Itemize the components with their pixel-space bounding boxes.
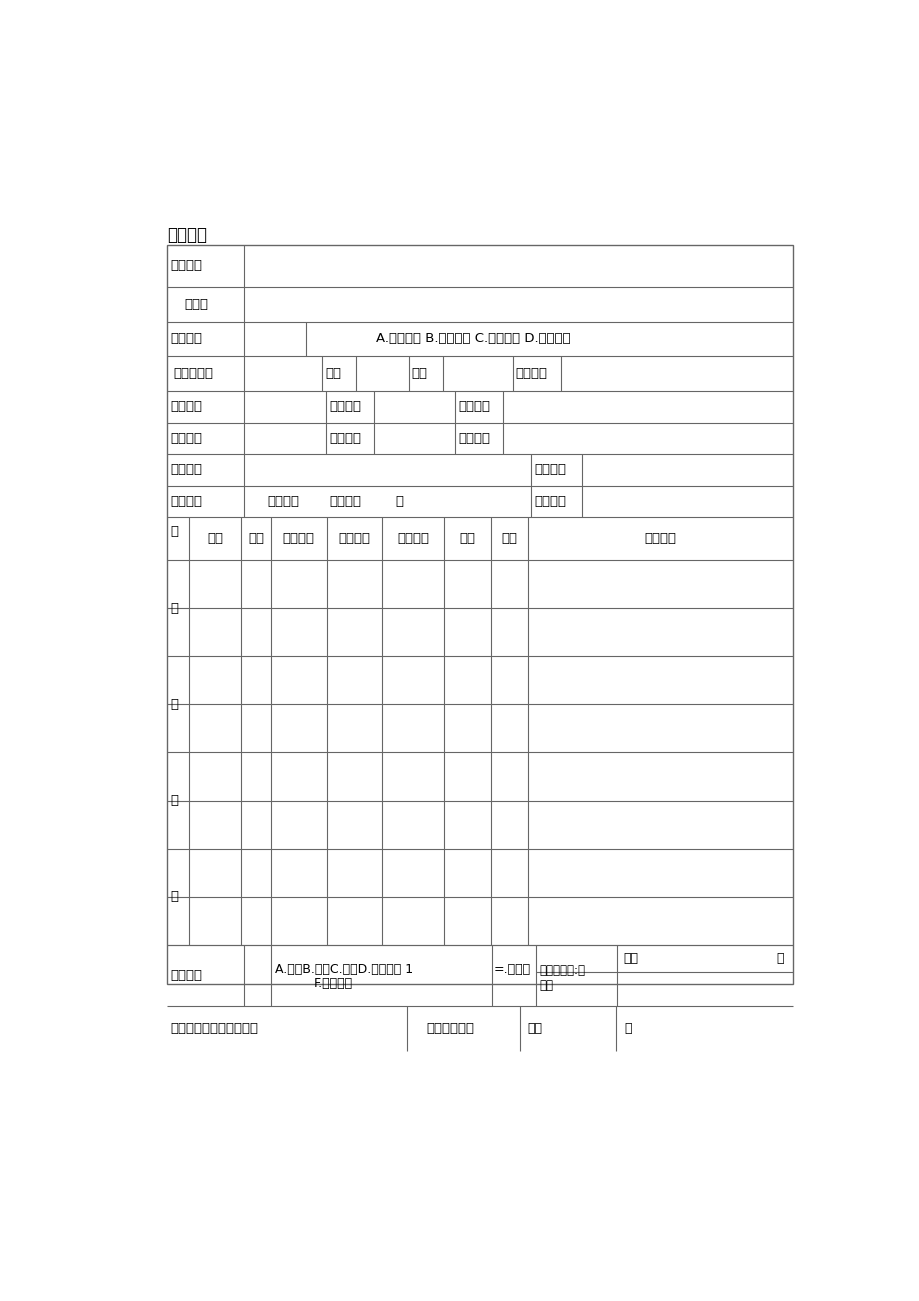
Text: 研究专长: 研究专长 [458, 401, 490, 414]
Text: 最后学历: 最后学历 [171, 432, 202, 445]
Text: 一、简表: 一、简表 [166, 226, 207, 245]
Text: 年月: 年月 [623, 952, 638, 965]
Text: 担任导师: 担任导师 [458, 432, 490, 445]
Text: 主题词: 主题词 [184, 298, 208, 311]
Text: 姓名: 姓名 [207, 532, 222, 545]
Text: 民族: 民族 [412, 367, 427, 380]
Text: 课题名称: 课题名称 [171, 259, 202, 272]
Text: 日: 日 [776, 952, 783, 965]
Text: 字数（单位:千
字）: 字数（单位:千 字） [539, 964, 584, 991]
Text: 学位: 学位 [501, 532, 516, 545]
Text: 学历: 学历 [460, 532, 475, 545]
Text: 研究专长: 研究专长 [397, 532, 429, 545]
Text: 性别: 性别 [248, 532, 264, 545]
Text: 要: 要 [171, 602, 178, 615]
Text: 者: 者 [171, 890, 178, 903]
Text: 出生年月: 出生年月 [282, 532, 314, 545]
Text: 市（县）: 市（县） [267, 494, 300, 507]
Text: 主: 主 [171, 524, 178, 537]
Text: 最后学位: 最后学位 [329, 432, 360, 445]
Text: 号: 号 [395, 494, 403, 507]
Text: 专业职务: 专业职务 [329, 401, 360, 414]
Text: 性别: 性别 [324, 367, 341, 380]
Bar [166, 245, 792, 984]
Text: 工作单位: 工作单位 [644, 532, 675, 545]
Text: 参: 参 [171, 697, 178, 710]
Text: 通讯地址: 通讯地址 [171, 494, 202, 507]
Text: 预期成果: 预期成果 [171, 969, 202, 982]
Text: 出生日期: 出生日期 [516, 367, 547, 380]
Text: 年月: 年月 [527, 1023, 541, 1036]
Text: 联系电话: 联系电话 [534, 463, 566, 476]
Text: 研究类型: 研究类型 [171, 333, 202, 346]
Text: 加: 加 [171, 794, 178, 807]
Text: 街（路）: 街（路） [329, 494, 361, 507]
Text: A.专著B.译著C.论文D.研究报告 1: A.专著B.译著C.论文D.研究报告 1 [275, 963, 413, 976]
Text: 专业职务: 专业职务 [338, 532, 370, 545]
Text: 邮政编码: 邮政编码 [534, 494, 566, 507]
Text: 工作单位: 工作单位 [171, 463, 202, 476]
Text: A.基础研究 B.应用研究 C.综合研究 D.其他研究: A.基础研究 B.应用研究 C.综合研究 D.其他研究 [376, 333, 570, 346]
Text: 日: 日 [623, 1023, 631, 1036]
Text: 负责人姓名: 负责人姓名 [173, 367, 213, 380]
Text: 申请经费（单位：万元）: 申请经费（单位：万元） [171, 1023, 258, 1036]
Text: =.工具书: =.工具书 [494, 963, 530, 976]
Text: 预计完成时间: 预计完成时间 [426, 1023, 474, 1036]
Text: 行政职务: 行政职务 [171, 401, 202, 414]
Text: F.电脑软件: F.电脑软件 [313, 977, 352, 990]
